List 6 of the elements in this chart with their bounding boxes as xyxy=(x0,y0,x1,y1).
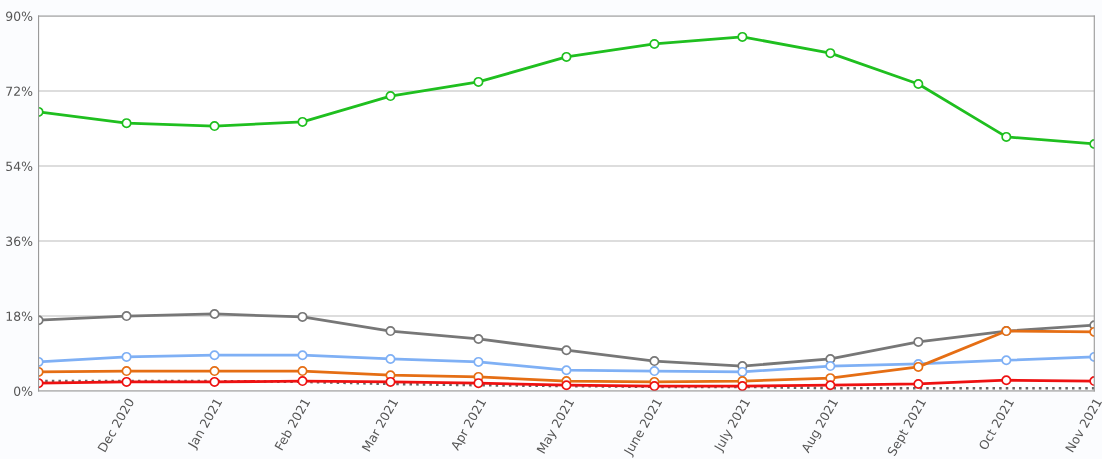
y-tick-label: 90% xyxy=(6,11,33,21)
y-tick-label: 18% xyxy=(6,311,33,321)
y-tick-label: 36% xyxy=(6,236,33,246)
y-tick-label: 54% xyxy=(6,161,33,171)
y-tick-label: 0% xyxy=(14,386,33,396)
y-tick-label: 72% xyxy=(6,86,33,96)
